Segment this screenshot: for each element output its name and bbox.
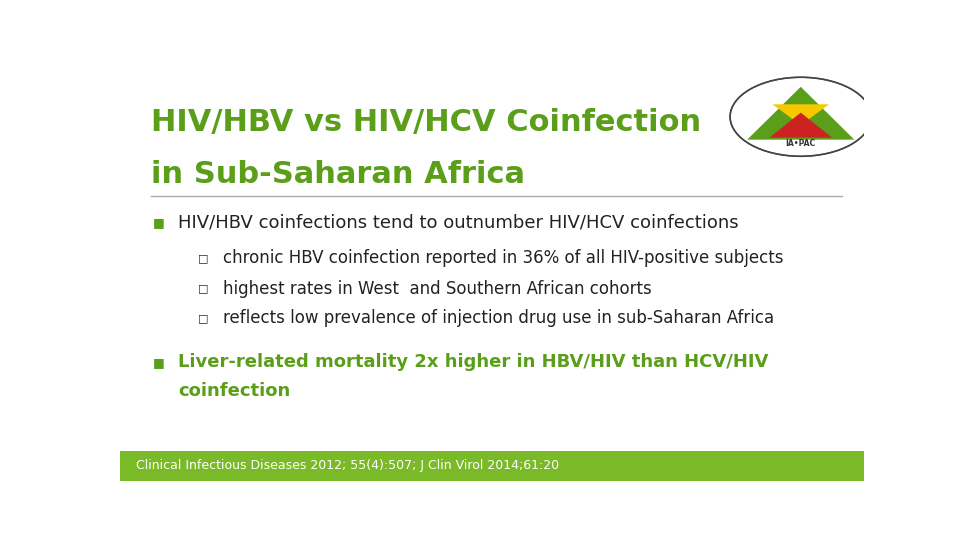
Text: IA•PAC: IA•PAC bbox=[785, 139, 816, 148]
Text: □: □ bbox=[198, 313, 208, 323]
Text: HIV/HBV vs HIV/HCV Coinfection: HIV/HBV vs HIV/HCV Coinfection bbox=[152, 109, 702, 138]
Circle shape bbox=[727, 75, 876, 158]
Text: □: □ bbox=[198, 253, 208, 263]
Polygon shape bbox=[770, 113, 832, 138]
FancyBboxPatch shape bbox=[120, 451, 864, 481]
Text: ■: ■ bbox=[153, 356, 164, 369]
Text: □: □ bbox=[198, 284, 208, 294]
Text: ■: ■ bbox=[153, 217, 164, 230]
Text: Clinical Infectious Diseases 2012; 55(4):507; J Clin Virol 2014;61:20: Clinical Infectious Diseases 2012; 55(4)… bbox=[136, 459, 560, 472]
Text: Liver-related mortality 2x higher in HBV/HIV than HCV/HIV: Liver-related mortality 2x higher in HBV… bbox=[178, 353, 768, 371]
Text: coinfection: coinfection bbox=[178, 382, 290, 400]
Text: highest rates in West  and Southern African cohorts: highest rates in West and Southern Afric… bbox=[223, 280, 652, 298]
Text: chronic HBV coinfection reported in 36% of all HIV-positive subjects: chronic HBV coinfection reported in 36% … bbox=[223, 249, 783, 267]
Polygon shape bbox=[747, 87, 854, 140]
Text: in Sub-Saharan Africa: in Sub-Saharan Africa bbox=[152, 160, 525, 190]
Polygon shape bbox=[773, 104, 829, 125]
Text: HIV/HBV coinfections tend to outnumber HIV/HCV coinfections: HIV/HBV coinfections tend to outnumber H… bbox=[178, 214, 738, 232]
Text: reflects low prevalence of injection drug use in sub-Saharan Africa: reflects low prevalence of injection dru… bbox=[223, 309, 774, 327]
